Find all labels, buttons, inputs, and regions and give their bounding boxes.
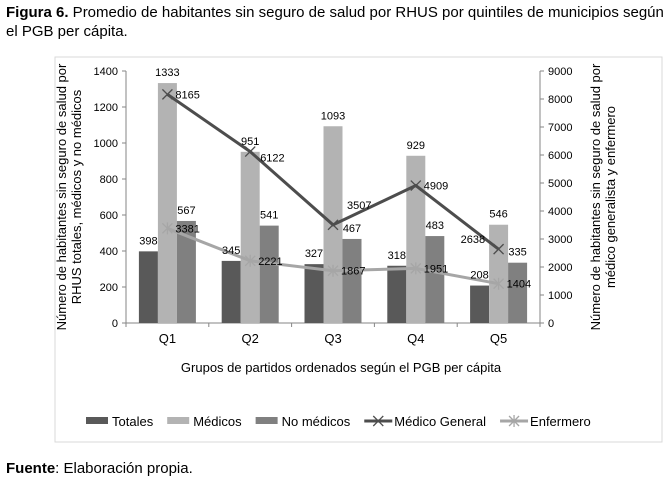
data-label: 1333 <box>155 67 179 79</box>
data-label: 541 <box>260 210 278 222</box>
data-label: 2638 <box>461 234 485 246</box>
x-tick-label: Q1 <box>159 331 176 346</box>
right-tick-label: 8000 <box>548 94 572 106</box>
data-label: 1404 <box>507 279 531 291</box>
bar-no-médicos <box>342 238 362 323</box>
marker-star <box>493 277 505 290</box>
caption-text: Promedio de habitantes sin seguro de sal… <box>6 4 664 40</box>
x-axis-title: Grupos de partidos ordenados según el PG… <box>181 360 502 375</box>
data-label: 208 <box>470 270 488 282</box>
left-tick-label: 1200 <box>94 102 118 114</box>
chart-frame <box>54 56 663 443</box>
legend-swatch <box>167 417 190 424</box>
marker-x <box>244 146 256 158</box>
bar-médicos <box>489 224 509 323</box>
data-label: 467 <box>343 223 361 235</box>
caption-label: Figura 6. <box>6 4 69 21</box>
legend-label: Totales <box>112 414 154 429</box>
legend-swatch <box>255 417 278 424</box>
data-label: 951 <box>241 136 259 148</box>
data-label: 3507 <box>347 200 371 212</box>
left-tick-label: 400 <box>100 246 118 258</box>
legend-marker <box>508 415 520 427</box>
y-axis-title: RHUS totales, médicos y no médicos <box>69 89 84 304</box>
x-tick-label: Q3 <box>324 331 341 346</box>
legend-swatch <box>86 417 108 424</box>
x-tick-label: Q2 <box>242 331 259 346</box>
y2-axis-title: Número de habitantes sin seguro de salud… <box>588 63 603 330</box>
bar-no-médicos <box>259 225 279 323</box>
right-tick-label: 2000 <box>548 262 572 274</box>
source-text: : Elaboración propia. <box>55 460 193 477</box>
left-tick-label: 600 <box>100 210 118 222</box>
bar-totales <box>304 264 324 323</box>
legend-marker <box>372 415 384 427</box>
data-label: 327 <box>305 248 323 260</box>
data-label: 1867 <box>341 266 365 278</box>
data-label: 345 <box>222 245 240 257</box>
legend-label: Médicos <box>193 414 242 429</box>
x-tick-label: Q4 <box>407 331 424 346</box>
bar-totales <box>138 251 158 323</box>
left-tick-label: 1000 <box>94 138 118 150</box>
left-tick-label: 800 <box>100 174 118 186</box>
right-tick-label: 7000 <box>548 122 572 134</box>
bar-médicos <box>157 83 177 323</box>
data-label: 929 <box>407 140 425 152</box>
data-label: 318 <box>388 250 406 262</box>
left-tick-label: 0 <box>112 318 118 330</box>
data-label: 8165 <box>175 89 199 101</box>
marker-star <box>410 262 422 275</box>
right-tick-label: 9000 <box>548 66 572 78</box>
left-tick-label: 1400 <box>94 66 118 78</box>
bar-no-médicos <box>176 220 196 323</box>
legend-label: Médico General <box>394 414 486 429</box>
source-note: Fuente: Elaboración propia. <box>6 460 193 477</box>
data-label: 483 <box>426 220 444 232</box>
right-tick-label: 0 <box>548 318 554 330</box>
bar-totales <box>221 260 241 323</box>
legend-label: No médicos <box>282 414 351 429</box>
data-label: 1093 <box>321 110 345 122</box>
figure-caption: Figura 6. Promedio de habitantes sin seg… <box>6 3 666 41</box>
legend-label: Enfermero <box>530 414 591 429</box>
data-label: 335 <box>508 247 526 259</box>
bar-médicos <box>406 155 426 323</box>
data-label: 6122 <box>260 153 284 165</box>
data-label: 1951 <box>424 263 448 275</box>
y-axis-title: Número de habitantes sin seguro de salud… <box>54 63 69 330</box>
left-tick-label: 200 <box>100 282 118 294</box>
data-label: 2221 <box>258 256 282 268</box>
marker-x <box>161 88 173 100</box>
marker-star <box>161 222 173 235</box>
right-tick-label: 3000 <box>548 234 572 246</box>
right-tick-label: 6000 <box>548 150 572 162</box>
data-label: 567 <box>177 205 195 217</box>
marker-star <box>327 264 339 277</box>
data-label: 398 <box>139 235 157 247</box>
data-label: 4909 <box>424 181 448 193</box>
bar-no-médicos <box>425 236 445 323</box>
bar-no-médicos <box>508 262 528 323</box>
marker-star <box>244 254 256 267</box>
right-tick-label: 1000 <box>548 290 572 302</box>
source-label: Fuente <box>6 460 56 477</box>
marker-x <box>493 243 505 255</box>
marker-x <box>327 219 339 231</box>
bar-médicos <box>240 151 260 323</box>
marker-x <box>410 180 422 192</box>
bar-totales <box>387 265 407 323</box>
right-tick-label: 4000 <box>548 206 572 218</box>
bar-totales <box>470 285 490 323</box>
y2-axis-title: médico generalista y enfermero <box>603 106 618 288</box>
x-tick-label: Q5 <box>490 331 507 346</box>
data-label: 546 <box>489 209 507 221</box>
data-label: 3381 <box>175 223 199 235</box>
right-tick-label: 5000 <box>548 178 572 190</box>
